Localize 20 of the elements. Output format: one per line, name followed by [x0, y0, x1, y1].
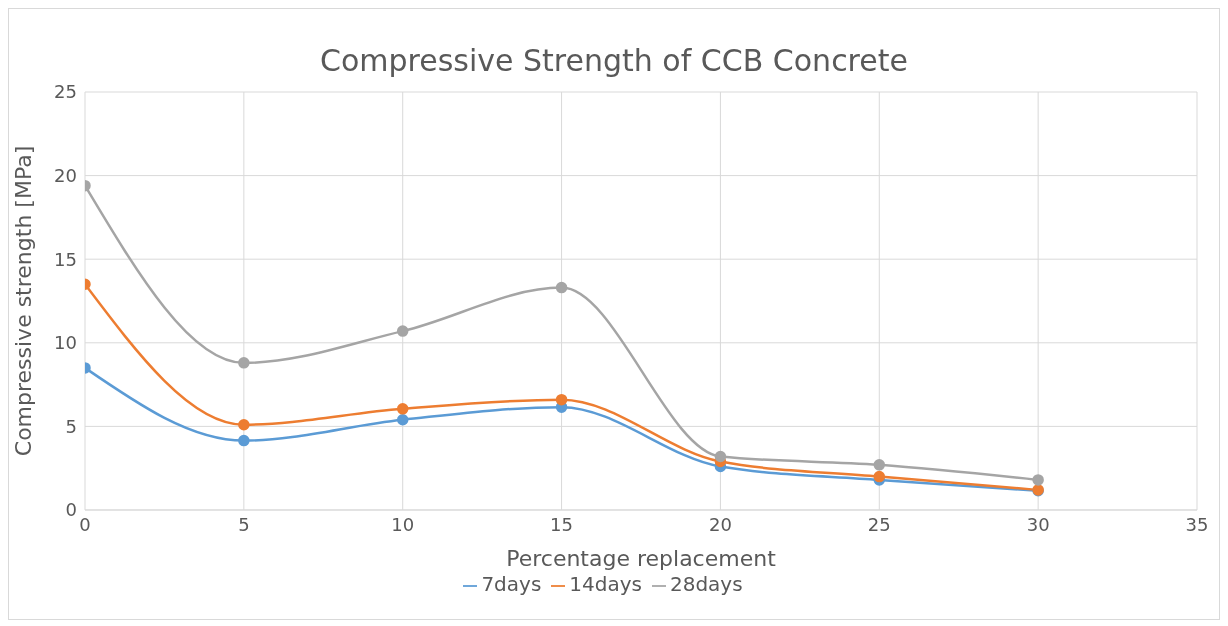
x-axis-title: Percentage replacement [506, 546, 777, 571]
x-tick-label: 30 [1026, 513, 1050, 535]
y-axis-title: Compressive strength [MPa] [10, 145, 36, 457]
x-tick-label: 5 [238, 513, 250, 535]
y-tick-label: 15 [54, 248, 77, 270]
legend-label: 7days [481, 572, 542, 596]
y-tick-label: 10 [54, 332, 77, 354]
chart-title: Compressive Strength of CCB Concrete [319, 43, 909, 78]
legend-label: 14days [569, 572, 642, 596]
y-tick-label: 0 [65, 499, 77, 521]
x-tick-label: 20 [708, 513, 732, 535]
x-tick-label: 25 [867, 513, 891, 535]
y-tick-label: 20 [54, 164, 77, 186]
x-tick-label: 35 [1185, 513, 1209, 535]
x-tick-label: 0 [79, 513, 91, 535]
y-tick-label: 25 [54, 81, 77, 103]
x-tick-label: 15 [550, 513, 574, 535]
x-tick-label: 10 [391, 513, 415, 535]
legend-label: 28days [669, 572, 743, 596]
y-tick-label: 5 [65, 415, 77, 437]
